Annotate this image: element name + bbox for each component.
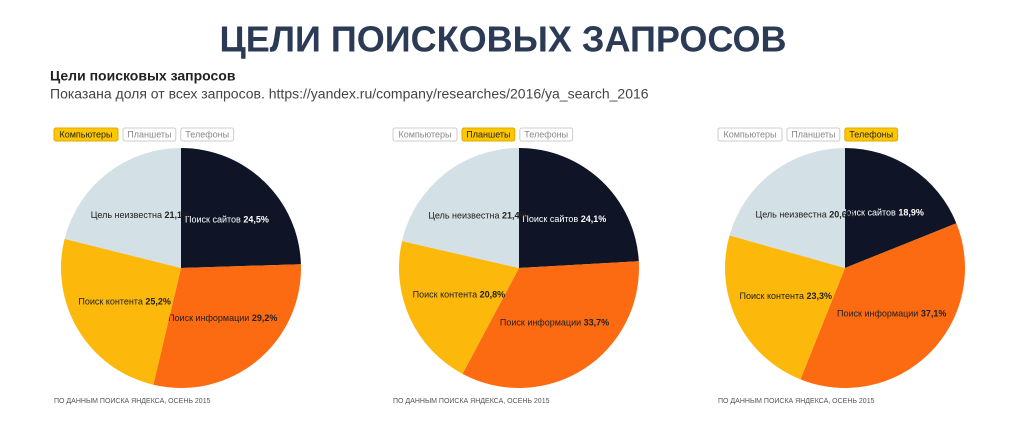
tab-label[interactable]: Телефоны <box>185 129 229 139</box>
slice-category: Поиск сайтов <box>840 208 896 218</box>
pie-slice <box>399 241 519 374</box>
slice-value: 24,5% <box>243 215 269 225</box>
source-note: ПО ДАННЫМ ПОИСКА ЯНДЕКСА, ОСЕНЬ 2015 <box>718 398 875 405</box>
pie-slice <box>725 235 845 380</box>
tab[interactable] <box>786 127 841 142</box>
slice-category: Цель неизвестна <box>756 210 827 220</box>
slice-value: 25,2% <box>145 297 171 307</box>
pie-slice <box>153 264 301 389</box>
pie-slice <box>181 148 301 268</box>
tab[interactable] <box>122 127 177 142</box>
source-note: ПО ДАННЫМ ПОИСКА ЯНДЕКСА, ОСЕНЬ 2015 <box>393 398 550 405</box>
slice-category: Поиск сайтов <box>185 215 241 225</box>
slice-label: Цель неизвестна 21,1% <box>91 210 190 220</box>
tab[interactable] <box>392 127 458 142</box>
tab-label[interactable]: Планшеты <box>127 129 171 139</box>
page-title: ЦЕЛИ ПОИСКОВЫХ ЗАПРОСОВ <box>219 19 786 60</box>
slice-value: 18,9% <box>898 208 924 218</box>
tab[interactable] <box>717 127 783 142</box>
tab-label[interactable]: Компьютеры <box>723 129 776 139</box>
tab-label[interactable]: Планшеты <box>466 129 510 139</box>
slice-value: 24,1% <box>581 214 607 224</box>
chart-subtitle: Цели поисковых запросов <box>50 68 236 84</box>
slice-label: Поиск контента 23,3% <box>740 292 833 302</box>
pie-slice <box>402 148 519 268</box>
pie-slice <box>462 261 639 388</box>
pie-slice <box>845 148 957 268</box>
slice-category: Поиск контента <box>78 297 142 307</box>
pie-slice <box>519 148 639 268</box>
tab-label[interactable]: Телефоны <box>524 129 568 139</box>
slice-category: Поиск информации <box>837 309 918 319</box>
pie-slice <box>64 148 181 268</box>
tab[interactable] <box>53 127 119 142</box>
slice-value: 21,1% <box>164 210 190 220</box>
slice-value: 21,4% <box>502 211 528 221</box>
tab[interactable] <box>844 127 899 142</box>
slice-value: 23,3% <box>807 292 833 302</box>
pie-slice <box>60 238 181 385</box>
slice-value: 20,8% <box>480 290 506 300</box>
slice-label: Поиск сайтов 24,1% <box>522 214 606 224</box>
slice-label: Поиск контента 20,8% <box>413 290 506 300</box>
chart-description: Показана доля от всех запросов. https://… <box>50 86 649 102</box>
slice-label: Цель неизвестна 20,6% <box>756 210 855 220</box>
slice-value: 37,1% <box>921 309 947 319</box>
slice-category: Поиск контента <box>413 290 477 300</box>
slice-category: Цель неизвестна <box>91 210 162 220</box>
pie-slice <box>729 148 845 268</box>
slice-value: 29,2% <box>252 313 278 323</box>
slice-label: Поиск информации 29,2% <box>168 313 277 323</box>
slice-label: Поиск информации 37,1% <box>837 309 946 319</box>
tab-label[interactable]: Компьютеры <box>59 129 112 139</box>
slice-label: Поиск информации 33,7% <box>500 318 609 328</box>
slice-label: Поиск сайтов 24,5% <box>185 215 269 225</box>
tab-label[interactable]: Компьютеры <box>398 129 451 139</box>
pie-slice <box>800 223 965 388</box>
slice-category: Цель неизвестна <box>428 211 499 221</box>
slice-value: 20,6% <box>829 210 855 220</box>
slice-label: Поиск контента 25,2% <box>78 297 171 307</box>
tab[interactable] <box>180 127 235 142</box>
slice-category: Поиск контента <box>740 292 804 302</box>
slice-label: Цель неизвестна 21,4% <box>428 211 527 221</box>
slice-category: Поиск информации <box>500 318 581 328</box>
tab-label[interactable]: Телефоны <box>849 129 893 139</box>
tab-label[interactable]: Планшеты <box>791 129 835 139</box>
slice-category: Поиск информации <box>168 313 249 323</box>
tab[interactable] <box>519 127 574 142</box>
tab[interactable] <box>461 127 516 142</box>
slice-value: 33,7% <box>584 318 610 328</box>
source-note: ПО ДАННЫМ ПОИСКА ЯНДЕКСА, ОСЕНЬ 2015 <box>54 398 211 405</box>
slice-label: Поиск сайтов 18,9% <box>840 208 924 218</box>
slice-category: Поиск сайтов <box>522 214 578 224</box>
